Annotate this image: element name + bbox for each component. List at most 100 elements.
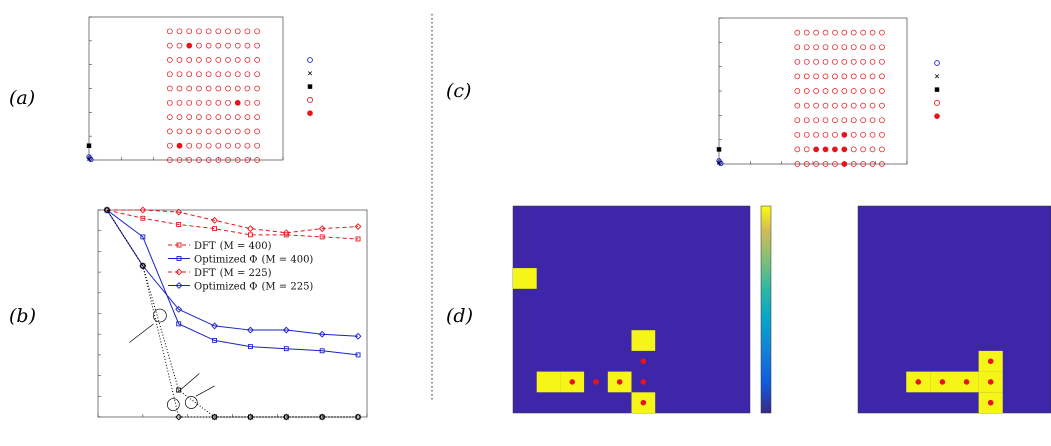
- grid-point-marker: [166, 28, 173, 35]
- series-line-2: [106, 209, 359, 234]
- grid-point-marker: [225, 128, 231, 135]
- receiver-marker: [716, 147, 722, 152]
- grid-point-marker: [803, 161, 810, 167]
- grid-point-marker: [166, 142, 173, 149]
- grid-point-marker: [244, 71, 251, 78]
- grid-point-marker: [850, 161, 857, 167]
- grid-point-marker: [832, 29, 838, 36]
- target-location-marker: [841, 132, 848, 138]
- grid-point-marker: [822, 29, 829, 36]
- grid-point-marker: [850, 117, 857, 124]
- grid-point-marker: [860, 44, 866, 51]
- series-5-point: [175, 413, 183, 421]
- target-location-marker: [813, 146, 819, 153]
- grid-point-marker: [215, 157, 222, 163]
- grid-point-marker: [254, 57, 260, 63]
- legend-transmitter-marker: [934, 74, 940, 79]
- grid-point-marker: [879, 73, 885, 80]
- grid-point-marker: [813, 73, 819, 80]
- series-2-point: [282, 229, 290, 237]
- grid-point-marker: [196, 57, 202, 63]
- grid-point-marker: [850, 44, 857, 51]
- receiver-marker: [86, 143, 92, 148]
- grid-point-marker: [879, 58, 885, 65]
- target-location-marker: [939, 379, 946, 385]
- series-4-point: [140, 263, 146, 269]
- legend-target-marker: [307, 110, 313, 116]
- series-5-point: [246, 413, 254, 421]
- series-line-1: [106, 209, 359, 356]
- grid-point-marker: [869, 146, 876, 153]
- grid-point-marker: [215, 28, 222, 35]
- legend-marker: [176, 242, 182, 248]
- grid-point-marker: [205, 142, 212, 149]
- grid-point-marker: [205, 85, 212, 92]
- grid-point-marker: [205, 114, 212, 120]
- grid-point-marker: [794, 44, 801, 51]
- grid-point-marker: [215, 128, 222, 135]
- series-3-point: [282, 326, 290, 334]
- grid-point-marker: [244, 42, 251, 49]
- plot-area: [718, 17, 908, 165]
- grid-point-marker: [244, 114, 251, 120]
- grid-point-marker: [803, 73, 810, 80]
- series-0-point: [140, 215, 146, 221]
- grid-point-marker: [166, 71, 173, 78]
- grid-point-marker: [813, 131, 819, 138]
- grid-point-marker: [244, 57, 251, 63]
- heatmap-active-cell: [631, 330, 656, 351]
- grid-point-marker: [176, 85, 183, 92]
- transmitter-marker: [87, 157, 91, 161]
- grid-point-marker: [869, 117, 876, 124]
- grid-point-marker: [205, 42, 212, 49]
- grid-point-marker: [176, 57, 183, 63]
- target-location-marker: [640, 379, 647, 385]
- grid-point-marker: [813, 88, 819, 94]
- colorbar: [760, 205, 772, 414]
- panel-label-b: (b): [9, 305, 36, 327]
- grid-point-marker: [813, 117, 819, 124]
- grid-point-marker: [850, 131, 857, 138]
- target-location-marker: [569, 379, 576, 385]
- grid-point-marker: [186, 114, 193, 120]
- grid-point-marker: [186, 99, 193, 106]
- target-location-marker: [841, 146, 848, 153]
- grid-point-marker: [860, 58, 866, 65]
- series-0-point: [319, 234, 325, 240]
- grid-point-marker: [225, 157, 231, 163]
- grid-point-marker: [244, 99, 251, 106]
- grid-point-marker: [225, 142, 231, 149]
- grid-point-marker: [869, 73, 876, 80]
- annotation-circle: [153, 308, 167, 323]
- grid-point-marker: [850, 88, 857, 94]
- legend-series-name: Optimized Φ: [194, 282, 257, 293]
- grid-point-marker: [166, 85, 173, 92]
- grid-point-marker: [822, 117, 829, 124]
- grid-point-marker: [254, 42, 260, 49]
- grid-point-marker: [850, 146, 857, 153]
- grid-point-marker: [244, 128, 251, 135]
- legend-marker: [175, 282, 183, 289]
- grid-point-marker: [244, 28, 251, 35]
- grid-point-marker: [794, 117, 801, 124]
- grid-point-marker: [841, 73, 848, 80]
- grid-point-marker: [254, 142, 260, 149]
- grid-point-marker: [841, 117, 848, 124]
- grid-point-marker: [869, 44, 876, 51]
- grid-point-marker: [803, 117, 810, 124]
- grid-point-marker: [860, 73, 866, 80]
- grid-point-marker: [225, 114, 231, 120]
- series-line-0: [106, 209, 359, 240]
- target-location-marker: [841, 161, 848, 167]
- grid-point-marker: [794, 131, 801, 138]
- legend-series-param: (M = 225): [220, 268, 272, 279]
- panel-label-a: (a): [9, 87, 35, 109]
- grid-point-marker: [850, 58, 857, 65]
- panel-label-d: (d): [446, 305, 473, 327]
- grid-point-marker: [832, 102, 838, 109]
- grid-point-marker: [225, 57, 231, 63]
- legend-series-param: (M = 400): [220, 241, 272, 252]
- grid-point-marker: [841, 29, 848, 36]
- legend-label: Optimized Φ (M = 225): [194, 282, 313, 293]
